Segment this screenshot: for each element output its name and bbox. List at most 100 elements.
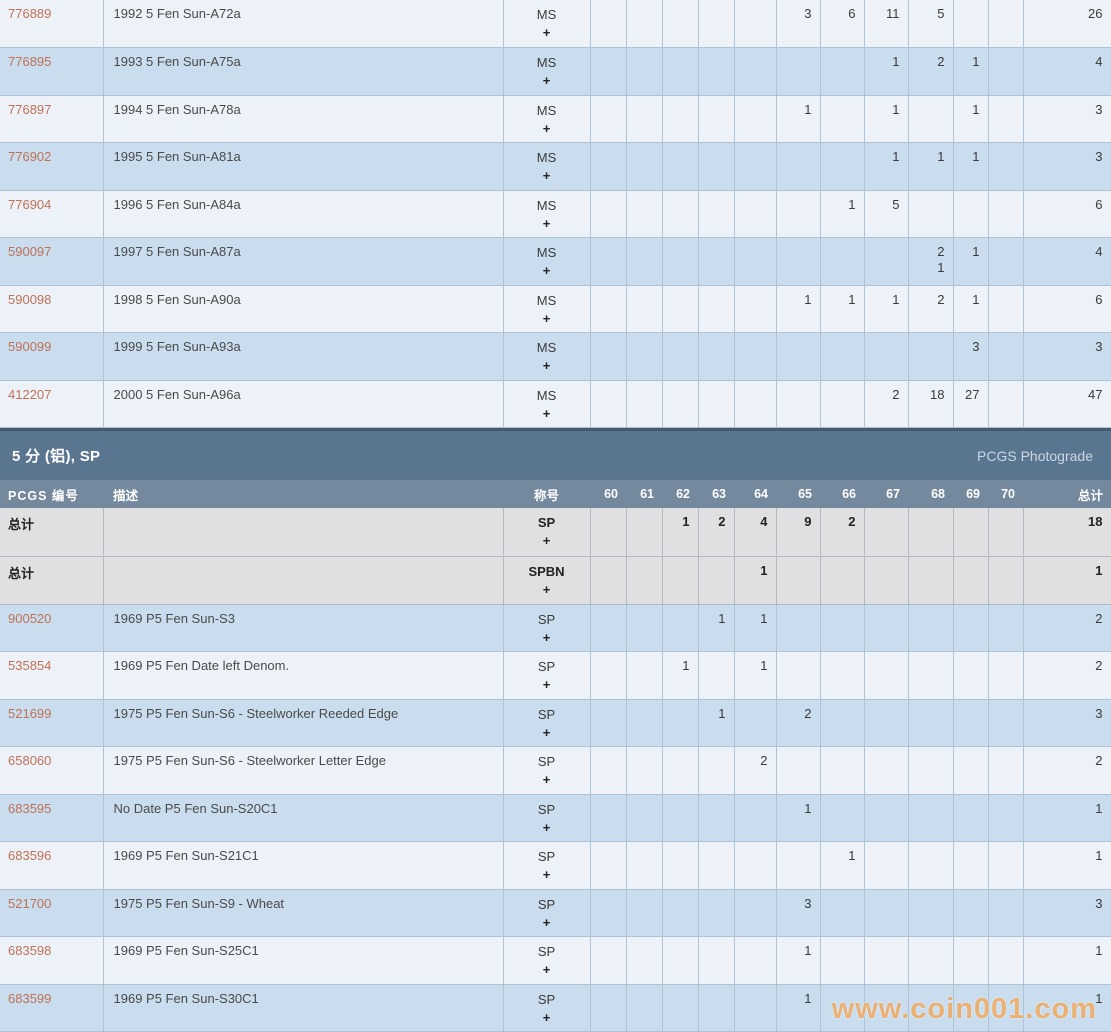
section-title: 5 分 (铝), SP: [12, 448, 101, 465]
plus-grade-expander[interactable]: +: [542, 772, 551, 787]
grade-63-cell: [697, 841, 735, 890]
grade-70-cell: [987, 604, 1024, 652]
grade-60-cell: [589, 794, 627, 842]
grade-60-cell: [589, 604, 627, 652]
grade-67-cell: 2: [863, 380, 909, 428]
pcgs-number-link[interactable]: 590097: [8, 244, 52, 259]
pcgs-number-link[interactable]: 683598: [8, 943, 52, 958]
grade-66-cell: [819, 95, 865, 143]
plus-grade-expander[interactable]: +: [542, 1009, 551, 1025]
grade-65-cell: 1: [775, 285, 821, 333]
plus-grade-expander[interactable]: +: [542, 724, 551, 740]
row-total-cell: 6: [1022, 285, 1111, 333]
plus-grade-expander[interactable]: +: [542, 215, 551, 231]
coin-description: 1969 P5 Fen Sun-S21C1: [102, 841, 504, 890]
row-total-cell: 2: [1022, 651, 1111, 700]
plus-grade-expander[interactable]: +: [542, 405, 551, 421]
pcgs-number-link[interactable]: 776889: [8, 6, 52, 21]
row-total-cell: 2: [1022, 604, 1111, 652]
designation-cell: MS +: [502, 142, 591, 191]
pcgs-number-link[interactable]: 521699: [8, 705, 52, 721]
grade-68-cell: 2 1: [907, 237, 954, 286]
row-total-cell: 26: [1022, 0, 1111, 48]
column-header-row: PCGS 编号 描述 称号 60 61 62 63 64 65 66 67 68 69 70 总计: [0, 480, 1111, 508]
grade-70-cell: [987, 508, 1024, 557]
plus-grade-expander[interactable]: +: [542, 25, 551, 40]
plus-grade-expander[interactable]: +: [542, 581, 551, 597]
designation-cell: MS +: [502, 380, 591, 428]
grade-70-cell: [987, 142, 1024, 191]
pcgs-number-link[interactable]: 412207: [8, 386, 52, 402]
grade-64-cell: [733, 285, 777, 333]
grade-68-cell: 1: [907, 142, 954, 191]
plus-grade-expander[interactable]: +: [542, 819, 551, 835]
grade-70-cell: [987, 0, 1024, 48]
grade-60-cell: [589, 508, 627, 557]
grade-65-cell: [775, 746, 821, 795]
pcgs-number-link[interactable]: 590098: [8, 291, 52, 307]
plus-grade-expander[interactable]: +: [542, 914, 551, 930]
pcgs-number-link[interactable]: 776897: [8, 101, 52, 117]
pcgs-number-link[interactable]: 900520: [8, 610, 52, 626]
grade-69-cell: [952, 746, 989, 795]
grade-64-cell: [733, 889, 777, 937]
plus-grade-expander[interactable]: +: [542, 629, 551, 645]
plus-grade-expander[interactable]: +: [542, 358, 551, 373]
pcgs-number-link[interactable]: 683596: [8, 848, 52, 863]
pcgs-photograde-link[interactable]: PCGS Photograde: [977, 447, 1093, 464]
designation-cell: SP +: [502, 508, 591, 557]
plus-grade-expander[interactable]: +: [542, 120, 551, 136]
pcgs-number-link[interactable]: 776902: [8, 149, 52, 164]
grade-69-cell: [952, 984, 989, 1032]
designation-cell: SPBN +: [502, 556, 591, 605]
plus-grade-expander[interactable]: +: [542, 677, 551, 692]
grade-70-cell: [987, 285, 1024, 333]
designation-cell: SP +: [502, 604, 591, 652]
grade-column-header-60: 60: [590, 480, 626, 508]
population-row: 776904 1996 5 Fen Sun-A84a MS +1 5 6: [0, 190, 1111, 238]
coin-description: 1992 5 Fen Sun-A72a: [102, 0, 504, 48]
grade-62-cell: [661, 794, 699, 842]
grade-68-cell: [907, 508, 954, 557]
grade-66-cell: [819, 699, 865, 747]
grade-63-cell: [697, 794, 735, 842]
pcgs-number-link[interactable]: 776895: [8, 54, 52, 69]
pcgs-number-link[interactable]: 658060: [8, 753, 52, 768]
grade-69-cell: [952, 508, 989, 557]
coin-description: 1994 5 Fen Sun-A78a: [102, 95, 504, 143]
pcgs-number-link[interactable]: 776904: [8, 196, 52, 212]
population-row: 776902 1995 5 Fen Sun-A81a MS +1 1 1 3: [0, 142, 1111, 191]
grade-62-cell: [661, 604, 699, 652]
grade-67-cell: [863, 508, 909, 557]
grade-62-cell: [661, 142, 699, 191]
plus-grade-expander[interactable]: +: [542, 867, 551, 882]
grade-64-cell: [733, 47, 777, 96]
grade-66-cell: [819, 651, 865, 700]
pcgs-number-link[interactable]: 590099: [8, 339, 52, 354]
grade-67-cell: 1: [863, 95, 909, 143]
pcgs-number-link[interactable]: 521700: [8, 895, 52, 911]
plus-grade-expander[interactable]: +: [542, 962, 551, 977]
grade-70-cell: [987, 95, 1024, 143]
pcgs-number-link[interactable]: 683599: [8, 990, 52, 1006]
pcgs-number-link[interactable]: 683595: [8, 800, 52, 816]
grade-62-cell: [661, 889, 699, 937]
plus-grade-expander[interactable]: +: [542, 168, 551, 183]
designation-label: SP: [537, 849, 556, 864]
grade-62-cell: [661, 380, 699, 428]
grade-69-cell: [952, 190, 989, 238]
grade-67-cell: [863, 889, 909, 937]
pcgs-number-link[interactable]: 535854: [8, 658, 52, 673]
plus-grade-expander[interactable]: +: [542, 263, 551, 278]
grade-63-cell: [697, 95, 735, 143]
row-total-cell: 47: [1022, 380, 1111, 428]
grade-column-header-64: 64: [734, 480, 776, 508]
designation-cell: MS +: [502, 237, 591, 286]
plus-grade-expander[interactable]: +: [542, 533, 551, 548]
coin-description: No Date P5 Fen Sun-S20C1: [102, 794, 504, 842]
plus-grade-expander[interactable]: +: [542, 73, 551, 88]
plus-grade-expander[interactable]: +: [542, 310, 551, 326]
grade-65-cell: 9: [775, 508, 821, 557]
grade-65-cell: [775, 604, 821, 652]
grade-60-cell: [589, 47, 627, 96]
